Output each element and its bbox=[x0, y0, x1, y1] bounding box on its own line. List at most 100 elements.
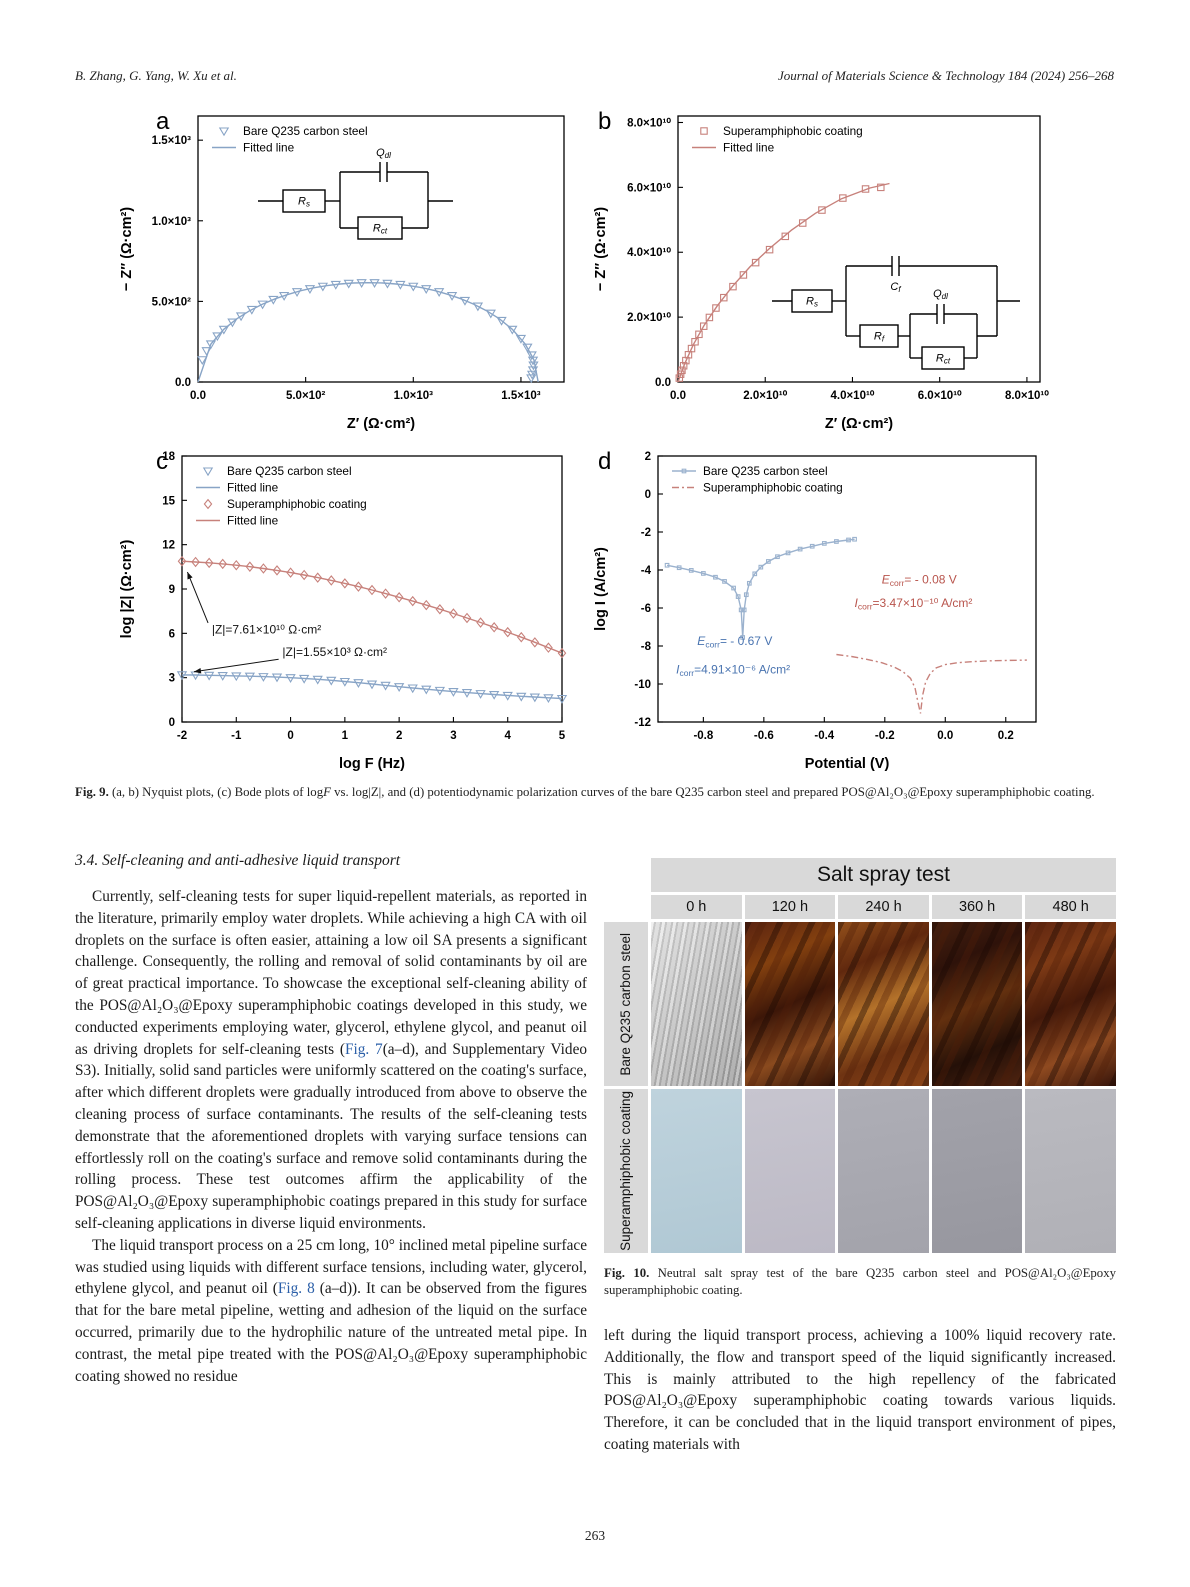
chart-legend: Bare Q235 carbon steel Fitted line Superam… bbox=[196, 464, 367, 528]
chart-a-svg: 0.0 5.0×10² 1.0×10³ 1.5×10³ 0.0 5.0×10² 1.0×10… bbox=[119, 115, 565, 432]
svg-text:3: 3 bbox=[450, 730, 456, 742]
svg-text:Superamphiphobic coating: Superamphiphobic coating bbox=[723, 124, 863, 138]
series-superamphiphobic-coating bbox=[675, 183, 885, 382]
svg-text:0: 0 bbox=[169, 717, 175, 729]
figure-link[interactable]: Fig. 7 bbox=[345, 1040, 383, 1058]
polarization-curves: -0.8 -0.6 -0.4 -0.2 0.0 0.2 2 0 -2 -4 -6 -8 -10 -12 Po… bbox=[592, 446, 1062, 785]
salt-spray-row-label-cell: Superamphiphobic coating bbox=[604, 1089, 648, 1253]
salt-spray-column-header: 0 h bbox=[651, 895, 742, 919]
svg-text:− Z″ (Ω·cm²): − Z″ (Ω·cm²) bbox=[593, 207, 609, 291]
body-paragraph-1: Currently, self-cleaning tests for super… bbox=[75, 888, 588, 1232]
specimen-photo bbox=[744, 1089, 836, 1253]
svg-text:-4: -4 bbox=[641, 565, 652, 577]
chart-annotation: |Z|=7.61×10¹⁰ Ω·cm² bbox=[212, 622, 321, 636]
salt-spray-title: Salt spray test bbox=[651, 858, 1116, 892]
svg-text:-10: -10 bbox=[634, 679, 651, 691]
svg-text:0: 0 bbox=[287, 730, 293, 742]
body-paragraph-3: left during the liquid transport process… bbox=[604, 1327, 1116, 1453]
chart-annotation: Icorr​=4.91×10⁻⁶ A/cm² bbox=[676, 663, 790, 679]
svg-text:-12: -12 bbox=[634, 717, 651, 729]
svg-text:Bare Q235 carbon steel: Bare Q235 carbon steel bbox=[703, 464, 828, 478]
svg-text:5.0×10²: 5.0×10² bbox=[286, 390, 325, 402]
svg-text:-0.6: -0.6 bbox=[754, 730, 774, 742]
svg-text:-2: -2 bbox=[641, 527, 651, 539]
svg-text:-0.4: -0.4 bbox=[814, 730, 834, 742]
left-column: 3.4. Self-cleaning and anti-adhesive liq… bbox=[75, 852, 587, 1387]
svg-text:12: 12 bbox=[162, 540, 175, 552]
svg-text:4.0×10¹⁰: 4.0×10¹⁰ bbox=[627, 246, 671, 259]
svg-text:8.0×10¹⁰: 8.0×10¹⁰ bbox=[1005, 389, 1049, 402]
svg-text:1.0×10³: 1.0×10³ bbox=[152, 216, 191, 228]
svg-text:8.0×10¹⁰: 8.0×10¹⁰ bbox=[627, 116, 671, 129]
series-superamphiphobic-coating bbox=[836, 653, 1027, 714]
svg-text:2.0×10¹⁰: 2.0×10¹⁰ bbox=[627, 311, 671, 324]
chart-annotation: Icorr​=3.47×10⁻¹⁰ A/cm² bbox=[855, 596, 973, 612]
chart-legend: Superamphiphobic coating Fitted line bbox=[692, 124, 863, 155]
svg-text:-0.8: -0.8 bbox=[693, 730, 713, 742]
svg-text:Fitted line: Fitted line bbox=[723, 141, 775, 155]
section-heading: 3.4. Self-cleaning and anti-adhesive liq… bbox=[75, 852, 401, 869]
svg-text:4.0×10¹⁰: 4.0×10¹⁰ bbox=[830, 389, 874, 402]
chart-b-svg: 0.0 2.0×10¹⁰ 4.0×10¹⁰ 6.0×10¹⁰ 8.0×10¹⁰ 0.0 2.… bbox=[593, 115, 1049, 432]
panel-letter-a: a bbox=[156, 108, 170, 135]
salt-spray-row-label-cell: Bare Q235 carbon steel bbox=[604, 922, 648, 1086]
equivalent-circuit: Rs Cf Rf Qdl Rct bbox=[772, 256, 1020, 370]
chart-annotation: |Z|=1.55×10³ Ω·cm² bbox=[282, 645, 387, 659]
salt-spray-column-header: 360 h bbox=[931, 895, 1023, 919]
chart-panel-c: c -2 -1 0 1 2 3 4 5 0 3 6 9 12 15 18 log F (Hz) log |Z| … bbox=[118, 446, 588, 782]
series-fitted-line bbox=[677, 182, 890, 383]
svg-text:0.0: 0.0 bbox=[190, 390, 206, 402]
svg-text:Fitted line: Fitted line bbox=[243, 141, 295, 155]
series-fitted-line bbox=[181, 560, 563, 654]
svg-text:-0.2: -0.2 bbox=[875, 730, 895, 742]
salt-spray-column-header: 120 h bbox=[744, 895, 836, 919]
svg-text:Superamphiphobic coating: Superamphiphobic coating bbox=[703, 481, 843, 495]
svg-text:Rct: Rct bbox=[936, 353, 951, 366]
series-bare-q235-carbon-steel bbox=[664, 536, 857, 640]
panel-letter-b: b bbox=[598, 108, 612, 135]
specimen-photo bbox=[931, 1089, 1023, 1253]
svg-text:0.0: 0.0 bbox=[655, 377, 671, 389]
svg-text:Rf: Rf bbox=[874, 331, 885, 344]
svg-text:6.0×10¹⁰: 6.0×10¹⁰ bbox=[918, 389, 962, 402]
figure-9-caption: Fig. 9. (a, b) Nyquist plots, (c) Bode p… bbox=[75, 785, 1095, 799]
svg-text:3: 3 bbox=[169, 673, 175, 685]
panel-letter-d: d bbox=[598, 448, 612, 475]
svg-text:Qdl: Qdl bbox=[376, 147, 391, 160]
salt-spray-row-label: Bare Q235 carbon steel bbox=[618, 932, 634, 1076]
svg-text:Fitted line: Fitted line bbox=[227, 481, 279, 495]
chart-legend: Bare Q235 carbon steel Superamphiphobic c… bbox=[672, 464, 843, 495]
chart-panel-a: a 0.0 5.0×10² 1.0×10³ 1.5×10³ 0.0 5.0×10² 1.0×… bbox=[118, 106, 588, 442]
svg-text:Z′ (Ω·cm²): Z′ (Ω·cm²) bbox=[825, 416, 893, 432]
svg-text:2: 2 bbox=[645, 451, 651, 463]
page-number: 263 bbox=[584, 1528, 606, 1543]
series-fitted-line bbox=[197, 281, 539, 383]
svg-text:Cf: Cf bbox=[890, 281, 901, 294]
svg-text:Rct: Rct bbox=[373, 223, 388, 236]
svg-text:5: 5 bbox=[559, 730, 566, 742]
svg-text:4: 4 bbox=[505, 730, 512, 742]
svg-text:0.2: 0.2 bbox=[998, 730, 1014, 742]
svg-text:0: 0 bbox=[645, 489, 651, 501]
body-paragraph-2: The liquid transport process on a 25 cm … bbox=[75, 1236, 587, 1385]
svg-text:log |Z| (Ω·cm²): log |Z| (Ω·cm²) bbox=[119, 539, 135, 638]
svg-text:15: 15 bbox=[162, 495, 175, 507]
nyquist-plot-bare-steel: 0.0 5.0×10² 1.0×10³ 1.5×10³ 0.0 5.0×10² 1.0×10… bbox=[118, 106, 588, 445]
specimen-photo bbox=[838, 1089, 929, 1253]
specimen-photo bbox=[931, 922, 1023, 1086]
svg-text:2.0×10¹⁰: 2.0×10¹⁰ bbox=[743, 389, 787, 402]
specimen-photo bbox=[651, 922, 742, 1086]
figure-link[interactable]: Fig. 8 bbox=[277, 1280, 315, 1298]
svg-text:0.0: 0.0 bbox=[175, 377, 191, 389]
svg-text:log I (A/cm²): log I (A/cm²) bbox=[593, 547, 609, 631]
chart-annotation: Ecorr​= - 0.67 V bbox=[697, 634, 772, 650]
svg-text:Superamphiphobic coating: Superamphiphobic coating bbox=[227, 497, 367, 511]
svg-text:6.0×10¹⁰: 6.0×10¹⁰ bbox=[627, 181, 671, 194]
svg-text:Fitted line: Fitted line bbox=[227, 514, 279, 528]
salt-spray-column-header: 480 h bbox=[1025, 895, 1116, 919]
figure-9: a 0.0 5.0×10² 1.0×10³ 1.5×10³ 0.0 5.0×10² 1.0×… bbox=[118, 106, 1062, 782]
specimen-photo bbox=[1025, 1089, 1116, 1253]
specimen-photo bbox=[651, 1089, 742, 1253]
